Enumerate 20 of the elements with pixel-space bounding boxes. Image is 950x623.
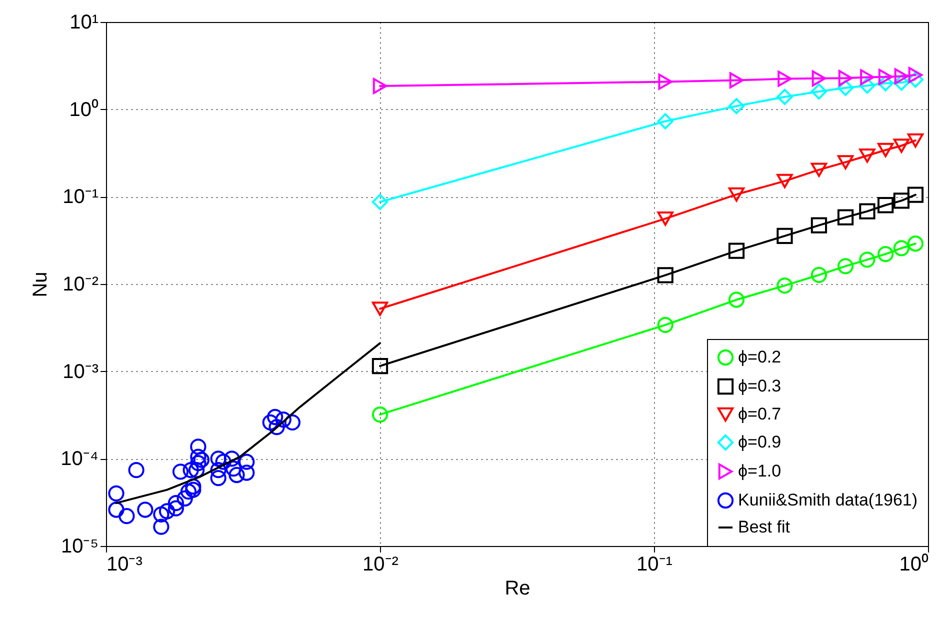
- x-tick-label: 10⁰: [899, 552, 928, 576]
- y-axis-title: Nu: [30, 272, 52, 298]
- y-tick-label: 10⁻⁵: [60, 536, 98, 558]
- y-tick-label: 10⁻¹: [62, 186, 99, 208]
- legend-label: ϕ=0.3: [738, 376, 782, 396]
- x-tick-label: 10⁻¹: [636, 554, 673, 576]
- y-tick-label: 10¹: [70, 12, 99, 34]
- legend-label: ϕ=1.0: [738, 462, 782, 480]
- legend-label: ϕ=0.7: [738, 404, 782, 424]
- legend-label: Kunii&Smith data(1961): [738, 490, 918, 510]
- y-tick-label: 10⁻²: [62, 274, 99, 296]
- legend-label: Best fit: [738, 518, 790, 536]
- x-tick-label: 10⁻³: [106, 554, 143, 576]
- y-tick-label: 10⁻⁴: [60, 448, 98, 470]
- y-tick-label: 10⁻³: [62, 360, 99, 383]
- y-tick-label: 10⁰: [69, 98, 98, 121]
- x-axis-title: Re: [504, 578, 530, 600]
- legend-label: ϕ=0.9: [738, 432, 782, 452]
- x-tick-label: 10⁻²: [362, 554, 399, 576]
- legend-label: ϕ=0.2: [738, 348, 782, 366]
